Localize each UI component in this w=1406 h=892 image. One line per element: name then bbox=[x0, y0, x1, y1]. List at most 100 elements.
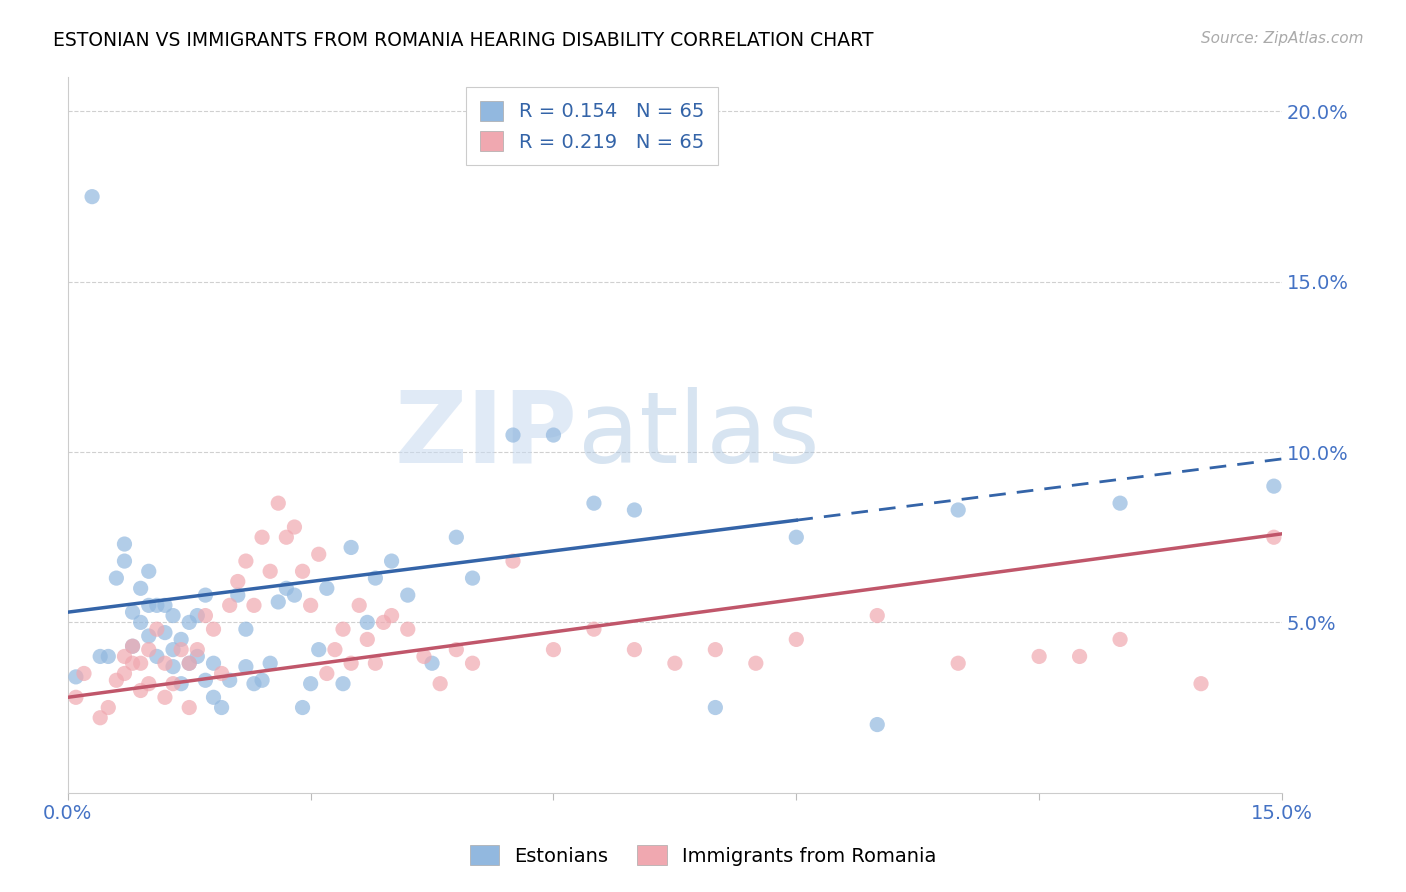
Point bbox=[745, 657, 768, 671]
Point bbox=[785, 530, 807, 544]
Point bbox=[420, 657, 443, 671]
Point bbox=[211, 700, 233, 714]
Point bbox=[308, 642, 330, 657]
Point bbox=[347, 599, 370, 613]
Point bbox=[582, 496, 605, 510]
Point bbox=[866, 717, 889, 731]
Text: ZIP: ZIP bbox=[395, 386, 578, 483]
Point bbox=[243, 676, 266, 690]
Point bbox=[129, 582, 152, 596]
Point bbox=[114, 649, 136, 664]
Point bbox=[138, 564, 160, 578]
Point bbox=[114, 537, 136, 551]
Point bbox=[89, 711, 111, 725]
Point bbox=[704, 700, 727, 714]
Point bbox=[162, 659, 184, 673]
Point bbox=[373, 615, 395, 630]
Point bbox=[153, 599, 176, 613]
Point bbox=[332, 622, 354, 636]
Point bbox=[276, 530, 298, 544]
Point bbox=[413, 649, 436, 664]
Point bbox=[1263, 530, 1285, 544]
Point bbox=[129, 657, 152, 671]
Point bbox=[623, 503, 645, 517]
Point bbox=[146, 599, 169, 613]
Point bbox=[381, 554, 404, 568]
Point bbox=[89, 649, 111, 664]
Legend: R = 0.154   N = 65, R = 0.219   N = 65: R = 0.154 N = 65, R = 0.219 N = 65 bbox=[465, 87, 717, 165]
Point bbox=[396, 622, 419, 636]
Point bbox=[121, 639, 143, 653]
Point bbox=[543, 428, 565, 442]
Point bbox=[946, 657, 969, 671]
Point bbox=[502, 554, 524, 568]
Point bbox=[170, 632, 193, 647]
Point bbox=[138, 599, 160, 613]
Point bbox=[291, 564, 314, 578]
Point bbox=[340, 657, 363, 671]
Point bbox=[162, 642, 184, 657]
Point bbox=[664, 657, 686, 671]
Point bbox=[582, 622, 605, 636]
Point bbox=[250, 673, 273, 688]
Point bbox=[138, 642, 160, 657]
Point bbox=[186, 649, 208, 664]
Point bbox=[1109, 496, 1132, 510]
Point bbox=[170, 676, 193, 690]
Point bbox=[129, 615, 152, 630]
Point bbox=[1189, 676, 1212, 690]
Point bbox=[80, 189, 103, 203]
Point bbox=[1069, 649, 1091, 664]
Point bbox=[1109, 632, 1132, 647]
Point bbox=[138, 629, 160, 643]
Point bbox=[1263, 479, 1285, 493]
Point bbox=[73, 666, 96, 681]
Point bbox=[179, 657, 201, 671]
Point bbox=[299, 599, 322, 613]
Point bbox=[218, 599, 240, 613]
Point bbox=[364, 657, 387, 671]
Point bbox=[283, 588, 305, 602]
Point bbox=[179, 615, 201, 630]
Point bbox=[194, 608, 217, 623]
Point bbox=[202, 622, 225, 636]
Point bbox=[194, 673, 217, 688]
Point bbox=[704, 642, 727, 657]
Point bbox=[170, 642, 193, 657]
Point bbox=[446, 642, 468, 657]
Point bbox=[340, 541, 363, 555]
Point bbox=[65, 690, 87, 705]
Point bbox=[243, 599, 266, 613]
Point bbox=[114, 554, 136, 568]
Point bbox=[299, 676, 322, 690]
Point bbox=[146, 649, 169, 664]
Point bbox=[235, 554, 257, 568]
Point bbox=[315, 582, 337, 596]
Point bbox=[461, 571, 484, 585]
Point bbox=[429, 676, 451, 690]
Point bbox=[121, 639, 143, 653]
Point bbox=[235, 659, 257, 673]
Point bbox=[138, 676, 160, 690]
Point bbox=[121, 605, 143, 619]
Point bbox=[785, 632, 807, 647]
Point bbox=[179, 657, 201, 671]
Point bbox=[866, 608, 889, 623]
Point bbox=[623, 642, 645, 657]
Point bbox=[356, 615, 378, 630]
Point bbox=[105, 571, 128, 585]
Point bbox=[211, 666, 233, 681]
Point bbox=[179, 700, 201, 714]
Point bbox=[267, 496, 290, 510]
Point bbox=[97, 700, 120, 714]
Point bbox=[396, 588, 419, 602]
Point bbox=[291, 700, 314, 714]
Point bbox=[162, 676, 184, 690]
Point bbox=[235, 622, 257, 636]
Point bbox=[323, 642, 346, 657]
Point bbox=[356, 632, 378, 647]
Point bbox=[186, 608, 208, 623]
Point bbox=[332, 676, 354, 690]
Point bbox=[226, 574, 249, 589]
Point bbox=[202, 690, 225, 705]
